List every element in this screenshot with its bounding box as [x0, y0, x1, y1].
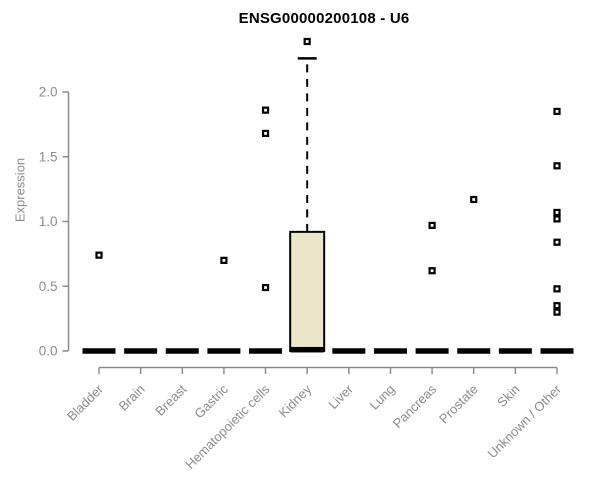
outlier-point — [470, 195, 478, 204]
outlier-point — [303, 37, 311, 46]
median-line — [165, 348, 199, 354]
outlier-point — [220, 256, 228, 264]
median-line — [249, 348, 283, 354]
box — [289, 230, 326, 352]
median-line — [82, 348, 116, 354]
outlier-point — [553, 208, 561, 217]
outlier-point — [428, 267, 436, 275]
outlier-point — [261, 106, 270, 114]
x-category-label: Brain — [116, 382, 148, 414]
x-category-label: Breast — [152, 381, 189, 418]
median-line — [290, 346, 324, 353]
median-line — [124, 348, 158, 354]
outlier-point — [553, 107, 561, 116]
x-category-label: Prostate — [436, 382, 481, 427]
x-category-label: Pancreas — [390, 381, 440, 431]
median-line — [373, 348, 407, 354]
median-line — [540, 348, 574, 354]
x-category-label: Bladder — [64, 381, 107, 424]
y-tick-label: 0.0 — [39, 344, 58, 359]
median-line — [457, 348, 491, 354]
outlier-point — [261, 129, 270, 138]
x-category-label: Gastric — [191, 381, 231, 421]
outlier-point — [95, 251, 103, 259]
median-line — [332, 348, 366, 354]
outlier-point — [553, 162, 561, 170]
y-tick-label: 1.0 — [39, 214, 58, 229]
median-line — [207, 348, 241, 354]
y-tick-label: 0.5 — [39, 279, 58, 294]
x-category-label: Skin — [494, 382, 522, 410]
chart-title: ENSG00000200108 - U6 — [238, 10, 410, 27]
x-category-label: Lung — [367, 382, 398, 413]
outlier-point — [553, 308, 561, 316]
y-tick-label: 2.0 — [39, 85, 58, 100]
x-category-label: Liver — [325, 381, 356, 412]
median-line — [498, 348, 532, 354]
outlier-point — [428, 221, 436, 229]
x-category-label: Kidney — [276, 381, 315, 420]
outlier-point — [261, 283, 270, 292]
y-tick-label: 1.5 — [39, 149, 58, 164]
outlier-point — [553, 285, 561, 293]
outlier-point — [553, 215, 561, 223]
median-line — [415, 348, 449, 354]
outlier-point — [553, 302, 561, 310]
outlier-point — [553, 238, 561, 246]
x-category-label: Unknown / Other — [485, 381, 565, 461]
